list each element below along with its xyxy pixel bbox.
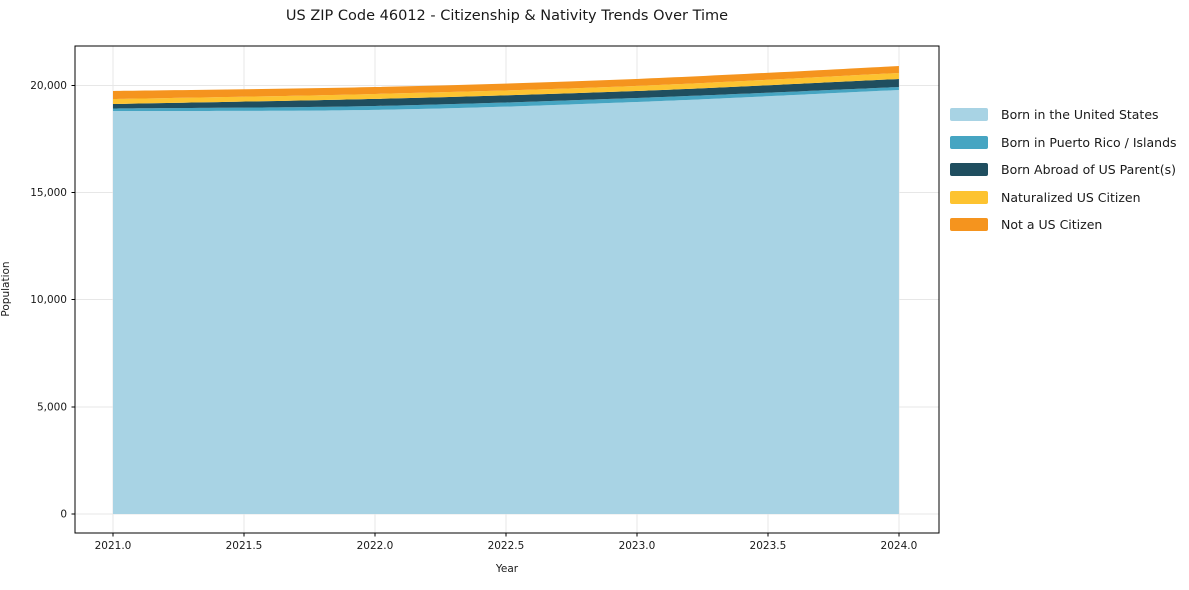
- x-tick-label: 2021.5: [226, 540, 263, 552]
- legend-item: Born in Puerto Rico / Islands: [950, 129, 1177, 157]
- x-tick-label: 2021.0: [95, 540, 132, 552]
- y-tick-label: 0: [60, 508, 67, 520]
- axis-ticks: [71, 84, 900, 537]
- x-tick-label: 2022.5: [488, 540, 525, 552]
- legend-item: Born in the United States: [950, 101, 1177, 129]
- legend-swatch: [950, 108, 988, 122]
- area-series: [112, 86, 899, 111]
- legend-item: Naturalized US Citizen: [950, 184, 1177, 212]
- x-tick-label: 2024.0: [881, 540, 918, 552]
- y-tick-label: 5,000: [37, 401, 67, 413]
- x-tick-label: 2023.0: [619, 540, 656, 552]
- legend-swatch: [950, 163, 988, 177]
- tick-labels: 2021.0 2021.5 2022.0 2022.5 2023.0 2023.5 2024…: [30, 80, 917, 552]
- legend-item: Not a US Citizen: [950, 211, 1177, 239]
- area-series: [112, 65, 899, 99]
- y-tick-label: 10,000: [30, 294, 67, 306]
- x-tick-label: 2023.5: [750, 540, 787, 552]
- y-tick-label: 20,000: [30, 80, 67, 92]
- legend-label: Naturalized US Citizen: [1001, 189, 1141, 205]
- x-tick-label: 2022.0: [357, 540, 394, 552]
- area-series: [112, 78, 899, 109]
- legend-label: Not a US Citizen: [1001, 217, 1103, 233]
- x-axis-label: Year: [495, 563, 519, 575]
- area-series: [112, 72, 899, 105]
- legend-item: Born Abroad of US Parent(s): [950, 156, 1177, 184]
- legend-swatch: [950, 190, 988, 204]
- y-tick-label: 15,000: [30, 187, 67, 199]
- legend: Born in the United States Born in Puerto …: [950, 101, 1177, 239]
- area-series: [112, 89, 899, 515]
- legend-swatch: [950, 135, 988, 149]
- legend-label: Born in the United States: [1001, 107, 1159, 123]
- area-series-group: [112, 65, 899, 515]
- legend-label: Born in Puerto Rico / Islands: [1001, 134, 1177, 150]
- plot-frame: [74, 45, 940, 534]
- legend-swatch: [950, 218, 988, 232]
- chart-title: US ZIP Code 46012 - Citizenship & Nativi…: [285, 8, 729, 24]
- legend-label: Born Abroad of US Parent(s): [1001, 162, 1176, 178]
